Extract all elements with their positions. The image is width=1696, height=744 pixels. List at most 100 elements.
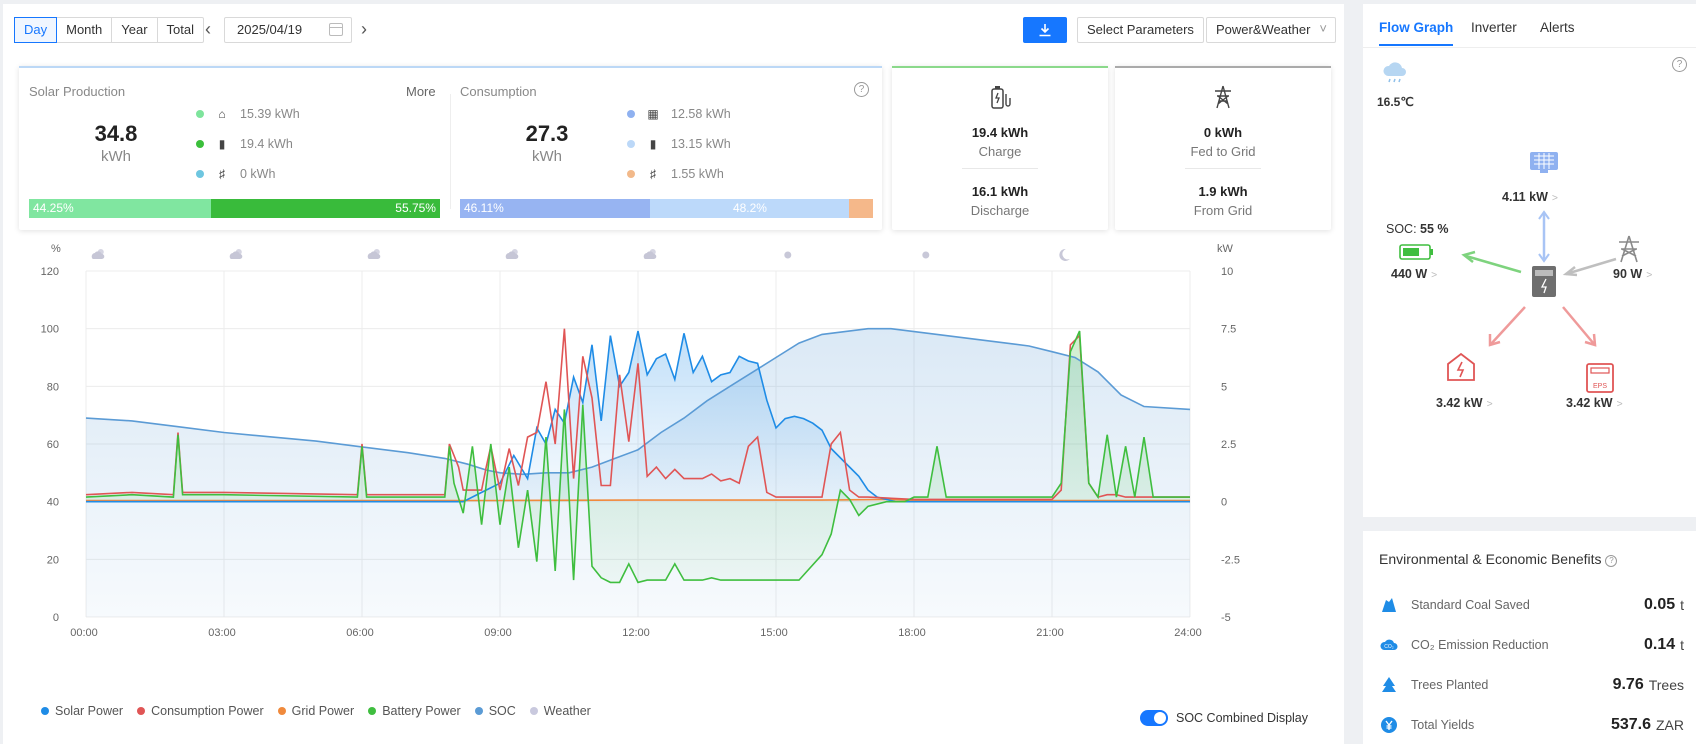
right-tick-label: 0 [1221,497,1227,509]
battery-charger-icon [991,86,1011,109]
x-tick-label: 03:00 [208,627,236,639]
grid-flow-line [1565,257,1617,276]
solar-home-legend: ⌂ 15.39 kWh [196,107,300,121]
left-tick-label: 60 [47,439,59,451]
co2-reduction-row: CO₂ CO₂ Emission Reduction 0.14 t [1379,633,1684,657]
help-icon[interactable]: ? [854,82,869,97]
right-tick-label: 10 [1221,266,1233,278]
x-tick-label: 15:00 [760,627,788,639]
solar-panel-icon [1530,152,1558,173]
legend-soc[interactable]: SOC [474,704,516,718]
solar-power-line [86,330,1190,503]
select-parameters-button[interactable]: Select Parameters [1077,17,1204,43]
right-tick-label: -5 [1221,612,1231,624]
download-icon [1039,24,1051,37]
cloudy-weather-icon [229,249,243,259]
more-link[interactable]: More [406,84,436,99]
view-select[interactable]: Power&Weather ˅ [1206,17,1336,43]
consumption-distribution-bar: 46.11% 48.2% [460,199,873,218]
rain-cloud-icon [1383,62,1406,83]
fed-to-grid-label: Fed to Grid [1190,144,1256,159]
tab-flow-graph[interactable]: Flow Graph [1379,20,1454,46]
period-year-button[interactable]: Year [112,18,158,42]
battery-card: 19.4 kWh Charge 16.1 kWh Discharge [892,66,1108,230]
date-picker[interactable]: 2025/04/19 [224,17,352,43]
consumption-unit: kWh [532,148,562,165]
battery-area [86,331,1190,583]
power-chart[interactable]: 120 10 100 7.5 80 5 60 2.5 40 0 20 -2.5 0 -5 00:00 03:0… [3,236,1344,696]
soc-combined-label: SOC Combined Display [1176,711,1308,725]
consumption-power-line [85,328,1190,501]
period-total-button[interactable]: Total [166,22,195,37]
sunny-weather-icon [922,251,930,259]
cloudy-weather-icon [367,249,381,259]
battery-power-line [85,330,1190,584]
legend-weather[interactable]: Weather [529,704,591,718]
next-date-chevron-icon[interactable]: › [361,19,367,39]
legend-battery-power[interactable]: Battery Power [368,704,461,718]
help-icon[interactable]: ? [1672,57,1687,72]
home-power-value[interactable]: 3.42 kW > [1436,396,1493,410]
help-icon[interactable]: ? [1605,555,1618,567]
right-tick-label: 7.5 [1221,324,1236,336]
left-tick-label: 100 [41,324,59,336]
x-tick-label: 24:00 [1174,627,1202,639]
consumption-solar-legend: ▦ 12.58 kWh [627,107,731,121]
legend-consumption-power[interactable]: Consumption Power [137,704,264,718]
period-day-button[interactable]: Day [14,17,58,43]
fed-to-grid-value: 0 kWh [1203,125,1243,140]
divider [450,94,451,209]
eps-flow-line [1562,306,1595,345]
period-month-button[interactable]: Month [57,18,113,42]
soc-combined-toggle[interactable] [1140,710,1168,726]
flow-diagram: EPS [1399,152,1639,393]
benefits-panel: Environmental & Economic Benefits ? Stan… [1363,531,1696,744]
prev-date-chevron-icon[interactable]: ‹ [205,19,211,39]
grid-tower-icon: ♯ [650,167,656,181]
trees-planted-row: Trees Planted 9.76 Trees [1379,673,1684,697]
consumption-title: Consumption [460,84,537,99]
x-tick-label: 09:00 [484,627,512,639]
total-yields-row: Total Yields 537.6 ZAR [1379,713,1684,737]
soc-line [85,327,1191,476]
solar-bar-segment: 55.75% [210,199,440,218]
solar-grid-legend: ♯ 0 kWh [196,167,275,181]
legend-grid-power[interactable]: Grid Power [277,704,354,718]
flow-panel: Flow Graph Inverter Alerts ? 16.5℃ [1363,4,1696,517]
grid-tower-icon [1215,85,1231,109]
consumption-total: 27.3 [525,121,569,146]
calendar-icon [329,23,343,36]
soc-readout: SOC: 55 % [1386,222,1449,236]
partly-sunny-weather-icon [643,249,657,259]
date-value: 2025/04/19 [237,22,303,37]
benefits-title: Environmental & Economic Benefits ? [1379,551,1618,567]
tab-inverter[interactable]: Inverter [1471,20,1517,35]
svg-text:EPS: EPS [1593,383,1607,390]
left-tick-label: 80 [47,381,59,393]
consumption-battery-legend: ▮ 13.15 kWh [627,137,731,151]
download-button[interactable] [1023,17,1067,43]
solar-area [86,331,1190,502]
solar-production-title: Solar Production [29,84,126,99]
solar-flow-arrows [1538,210,1550,263]
tab-alerts[interactable]: Alerts [1540,20,1575,35]
sunny-weather-icon [784,251,792,259]
solar-bar-segment: 44.25% [29,199,211,218]
consumption-bar-segment [849,199,873,218]
from-grid-value: 1.9 kWh [1198,184,1248,199]
solar-power-value[interactable]: 4.11 kW > [1502,190,1558,204]
eps-power-value[interactable]: 3.42 kW > [1566,396,1623,410]
home-flow-line [1490,306,1526,345]
grid-power-value[interactable]: 90 W > [1613,267,1653,281]
battery-power-value[interactable]: 440 W > [1391,267,1438,281]
x-tick-label: 00:00 [70,627,98,639]
right-tick-label: -2.5 [1221,554,1240,566]
view-select-value: Power&Weather [1216,22,1311,37]
x-tick-label: 21:00 [1036,627,1064,639]
legend-solar-power[interactable]: Solar Power [41,704,123,718]
consumption-bar-segment: 46.11% [460,199,651,218]
home-icon: ⌂ [218,107,226,121]
solar-unit: kWh [101,148,131,165]
grid-tower-icon [1619,235,1639,263]
battery-icon: ▮ [218,137,226,151]
